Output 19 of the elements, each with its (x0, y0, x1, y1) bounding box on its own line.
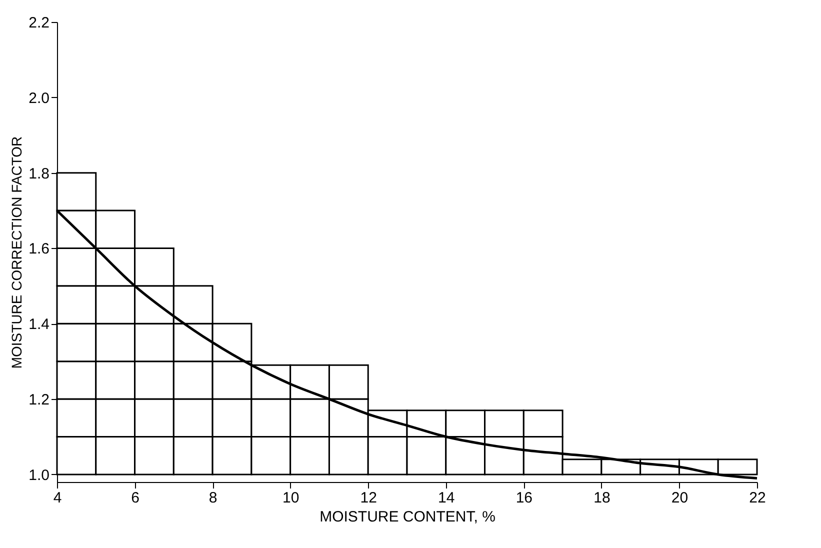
x-tick-label: 6 (131, 490, 140, 506)
y-tick-label: 1.6 (28, 240, 50, 258)
y-tick-label: 1.4 (28, 316, 50, 334)
y-tick-label: 2.0 (28, 90, 50, 107)
x-tick-label: 8 (208, 490, 218, 506)
y-tick-label: 1.8 (28, 165, 50, 182)
x-axis-title: MOISTURE CONTENT, % (320, 508, 496, 526)
x-tick-label: 16 (516, 490, 533, 506)
y-tick-label: 1.0 (28, 466, 50, 484)
y-axis-title: MOISTURE CORRECTION FACTOR (8, 136, 25, 369)
x-tick-label: 14 (438, 490, 455, 506)
x-tick-label: 10 (282, 490, 300, 506)
x-tick-label: 20 (671, 490, 688, 506)
x-tick-label: 22 (749, 490, 766, 506)
x-tick-label: 12 (360, 490, 377, 506)
y-tick-label: 2.2 (28, 14, 50, 32)
y-tick-label: 1.2 (28, 392, 50, 409)
x-tick-label: 18 (594, 490, 610, 506)
x-tick-label: 4 (53, 490, 62, 506)
